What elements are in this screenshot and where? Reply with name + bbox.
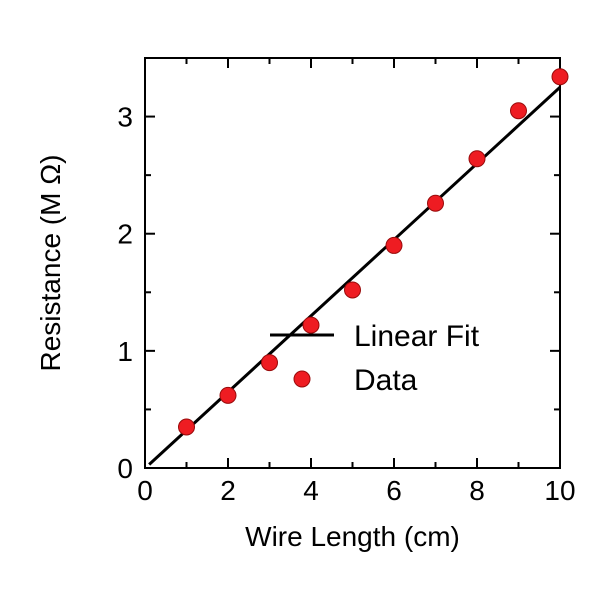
linear-fit-line xyxy=(149,87,560,464)
data-point xyxy=(303,317,319,333)
data-point xyxy=(220,387,236,403)
data-point xyxy=(469,151,485,167)
data-point xyxy=(511,103,527,119)
y-tick-label: 1 xyxy=(117,336,133,367)
x-tick-label: 4 xyxy=(303,475,319,506)
x-tick-label: 2 xyxy=(220,475,236,506)
y-tick-label: 2 xyxy=(117,219,133,250)
data-point xyxy=(428,195,444,211)
data-point xyxy=(345,282,361,298)
x-axis-label: Wire Length (cm) xyxy=(245,521,460,552)
x-tick-label: 8 xyxy=(469,475,485,506)
x-tick-label: 10 xyxy=(544,475,575,506)
legend-marker-sample xyxy=(294,371,310,387)
y-tick-label: 3 xyxy=(117,102,133,133)
data-point xyxy=(179,419,195,435)
data-point xyxy=(552,69,568,85)
y-axis-label: Resistance (M Ω) xyxy=(35,155,66,372)
legend-label: Linear Fit xyxy=(354,320,480,353)
x-tick-label: 6 xyxy=(386,475,402,506)
y-tick-label: 0 xyxy=(117,453,133,484)
data-point xyxy=(262,355,278,371)
chart-container: 0 2 4 6 8 10 0 1 2 3 Wire Length (cm) Resistance (M… xyxy=(0,0,590,590)
legend-label: Data xyxy=(354,364,418,397)
resistance-vs-length-chart: 0 2 4 6 8 10 0 1 2 3 Wire Length (cm) Resistance (M… xyxy=(0,0,590,590)
x-tick-label: 0 xyxy=(137,475,153,506)
plot-frame xyxy=(145,58,560,468)
data-point xyxy=(386,237,402,253)
